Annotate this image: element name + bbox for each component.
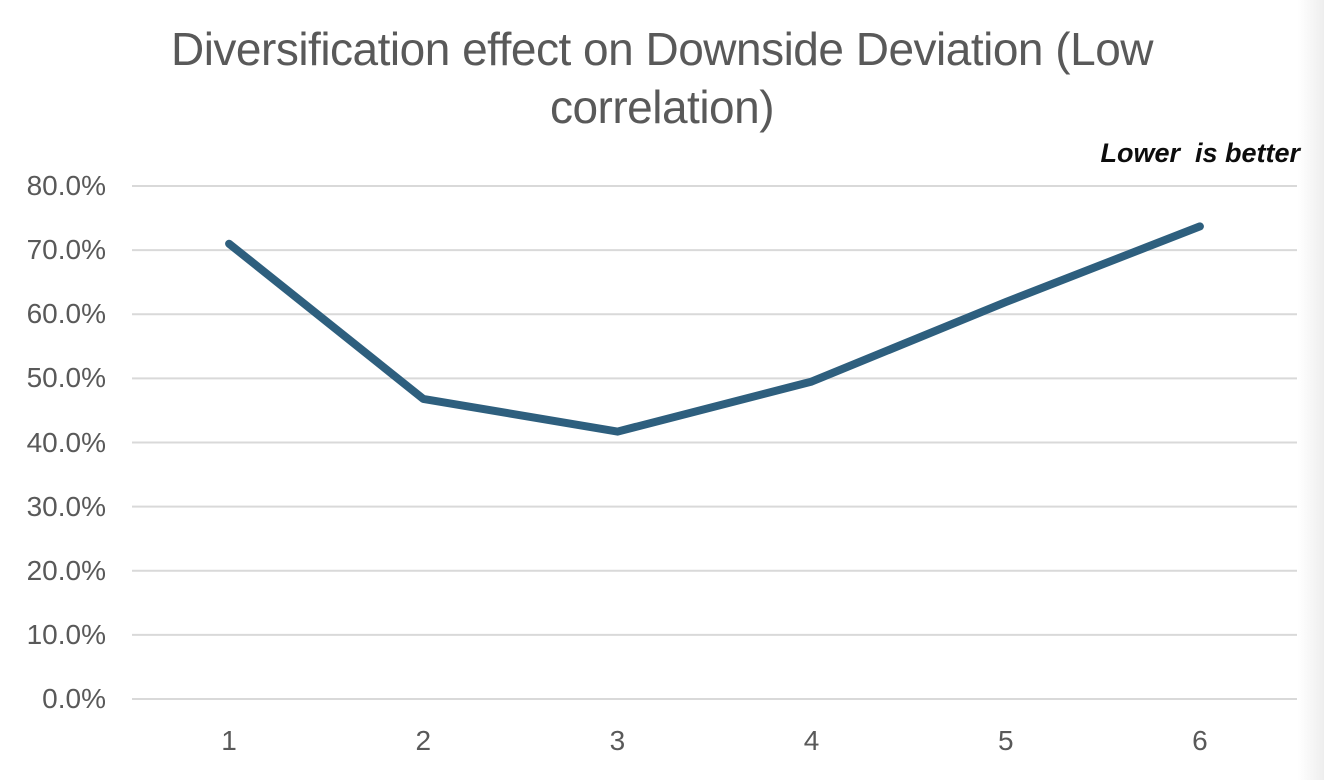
y-tick-label: 30.0% bbox=[26, 490, 106, 522]
x-tick-label: 1 bbox=[221, 725, 237, 756]
annotation-lower-is-better: Lower is better bbox=[1100, 138, 1300, 168]
chart-title: Diversification effect on Downside Devia… bbox=[0, 20, 1324, 136]
x-tick-label: 4 bbox=[803, 725, 820, 756]
y-tick-label: 60.0% bbox=[26, 298, 106, 330]
y-tick-label: 50.0% bbox=[26, 362, 106, 394]
chart-title-line2: correlation) bbox=[549, 81, 775, 133]
x-tick-label: 6 bbox=[1192, 725, 1208, 756]
x-tick-label: 2 bbox=[415, 725, 432, 756]
series-line bbox=[225, 222, 1204, 436]
chart-title-line1: Diversification effect on Downside Devia… bbox=[170, 23, 1154, 75]
y-tick-label: 20.0% bbox=[26, 554, 106, 586]
y-tick-label: 0.0% bbox=[42, 683, 106, 714]
y-tick-label: 10.0% bbox=[26, 618, 106, 650]
x-tick-label: 5 bbox=[997, 725, 1014, 756]
y-tick-label: 70.0% bbox=[26, 234, 106, 266]
y-tick-label: 80.0% bbox=[26, 170, 106, 201]
y-tick-label: 40.0% bbox=[26, 426, 106, 458]
x-tick-label: 3 bbox=[609, 725, 626, 756]
